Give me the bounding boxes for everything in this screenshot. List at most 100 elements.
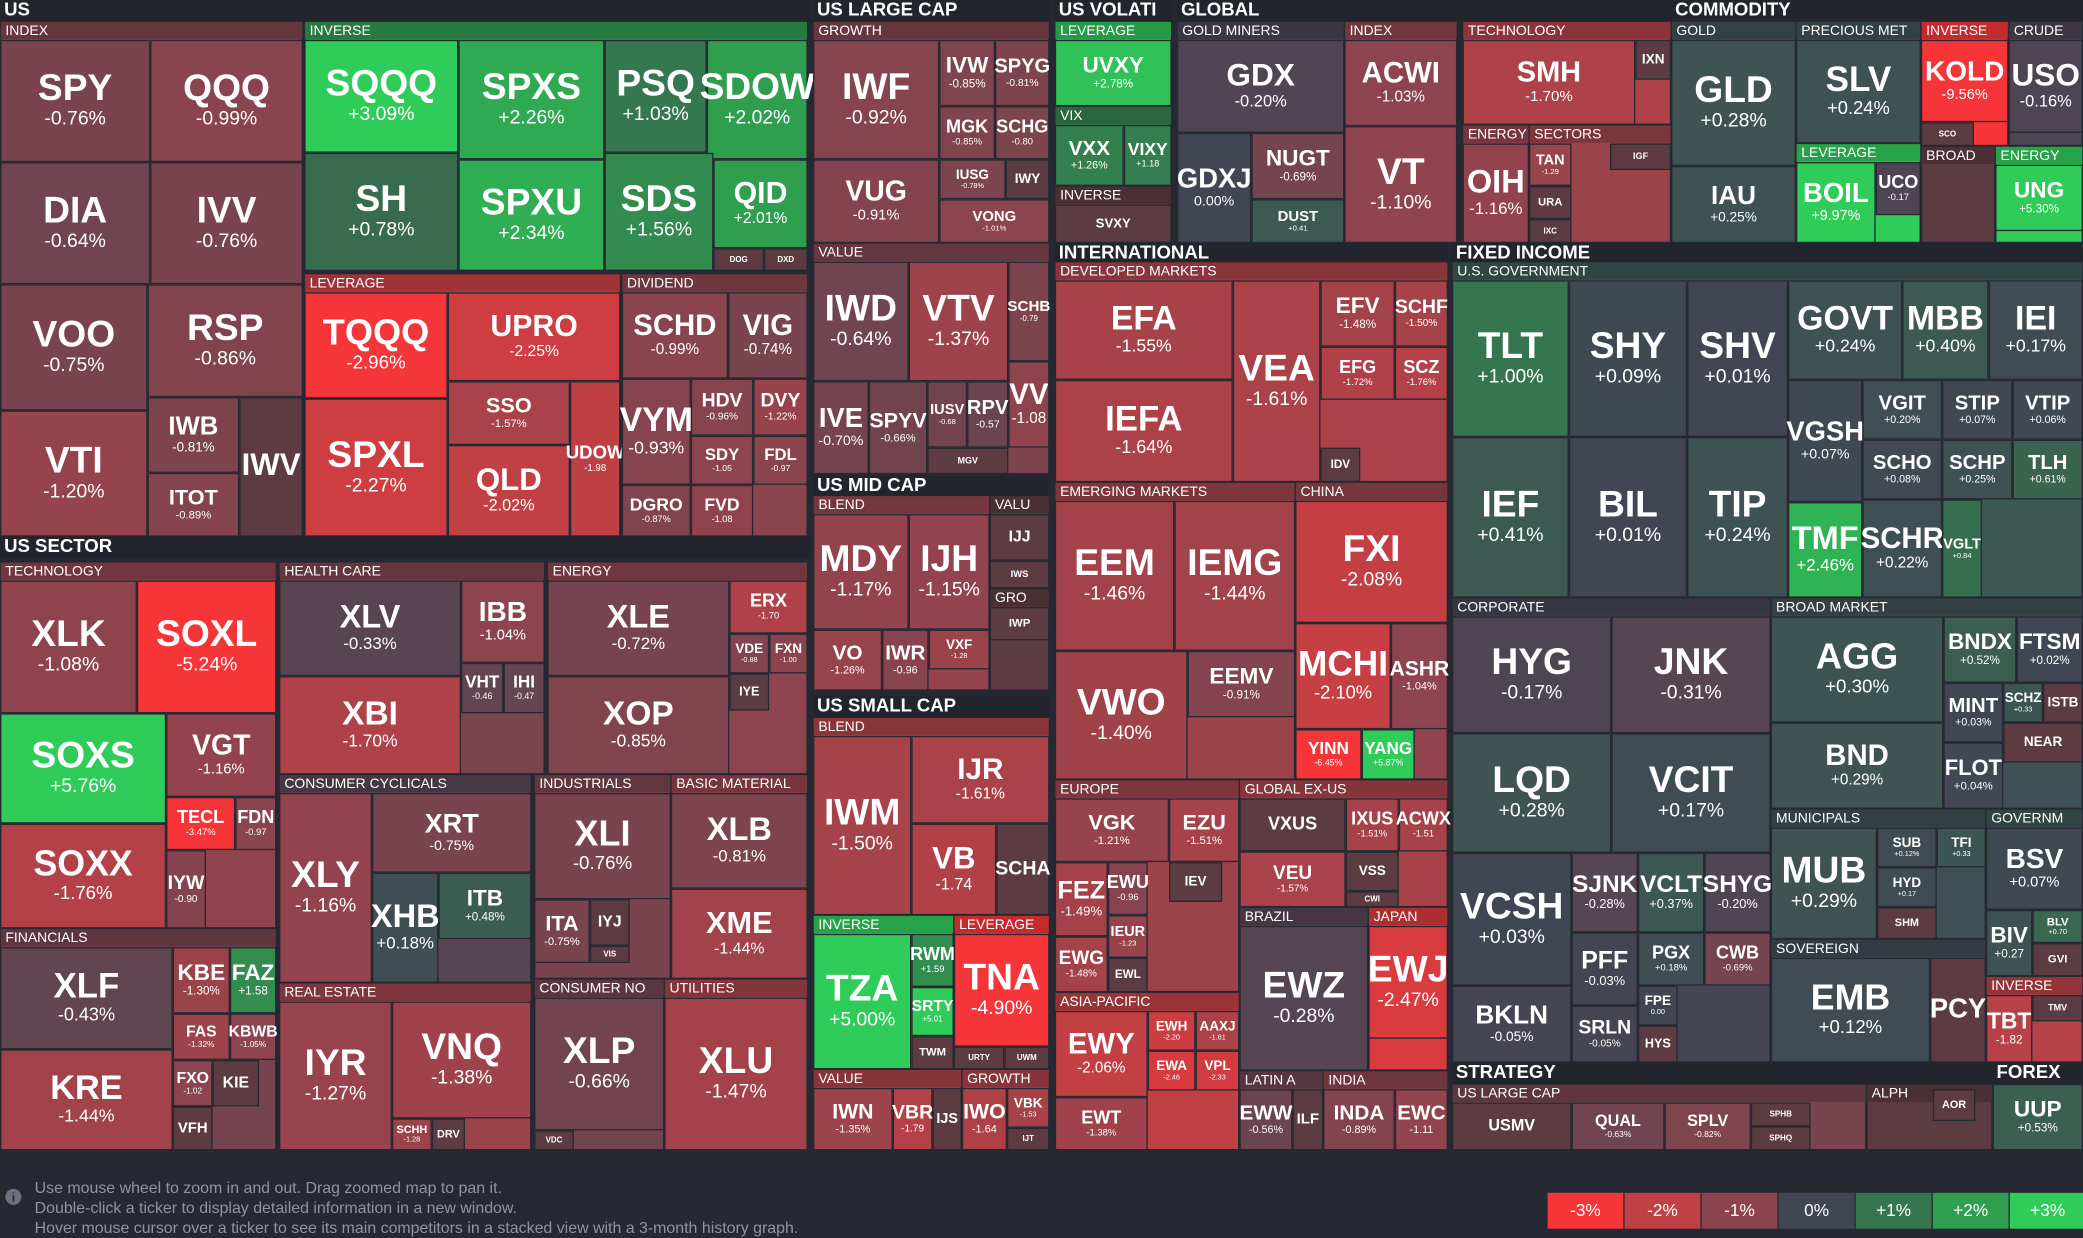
ticker-change[interactable]: -0.33% <box>343 634 396 653</box>
ticker-symbol[interactable]: GOVT <box>1797 299 1893 337</box>
ticker-symbol[interactable]: SOXS <box>31 734 134 776</box>
ticker-symbol[interactable]: VIXY <box>1128 139 1168 159</box>
ticker-symbol[interactable]: SDS <box>621 177 697 219</box>
ticker-tile[interactable] <box>813 381 869 475</box>
ticker-symbol[interactable]: TNA <box>963 955 1039 997</box>
ticker-tile[interactable] <box>1239 925 1369 1071</box>
ticker-symbol[interactable]: VGIT <box>1879 392 1927 414</box>
ticker-change[interactable]: +0.07% <box>1959 414 1996 426</box>
ticker-change[interactable]: +0.09% <box>1595 365 1661 387</box>
ticker-symbol[interactable]: ILF <box>1297 1111 1319 1128</box>
ticker-symbol[interactable]: VBK <box>1014 1095 1043 1110</box>
ticker-change[interactable]: -1.23 <box>1119 939 1136 948</box>
ticker-change[interactable]: +0.24% <box>1704 524 1770 546</box>
ticker-symbol[interactable]: VXUS <box>1268 814 1317 834</box>
ticker-change[interactable]: -0.28% <box>1273 1005 1334 1027</box>
ticker-tile[interactable] <box>664 997 808 1151</box>
ticker-tile[interactable] <box>1664 1102 1751 1151</box>
ticker-tile[interactable] <box>431 1118 466 1151</box>
ticker-change[interactable]: +2.34% <box>498 222 564 244</box>
ticker-symbol[interactable]: IVW <box>946 53 989 78</box>
ticker-symbol[interactable]: SRTY <box>912 998 954 1015</box>
ticker-symbol[interactable]: QQQ <box>183 66 270 108</box>
ticker-tile[interactable] <box>1054 650 1188 780</box>
ticker-symbol[interactable]: XLP <box>563 1029 635 1071</box>
ticker-tile[interactable] <box>589 899 630 946</box>
ticker-symbol[interactable]: IJH <box>920 537 978 579</box>
ticker-symbol[interactable]: TQQQ <box>323 312 429 353</box>
ticker-change[interactable]: -0.91% <box>1223 688 1260 701</box>
ticker-change[interactable]: -2.46 <box>1163 1072 1180 1081</box>
ticker-symbol[interactable]: VGLT <box>1943 536 1981 552</box>
ticker-change[interactable]: -0.87% <box>642 514 671 524</box>
ticker-change[interactable]: +1.00% <box>1477 365 1543 387</box>
ticker-tile[interactable] <box>813 261 909 382</box>
ticker-change[interactable]: +0.52% <box>1960 654 2000 667</box>
ticker-change[interactable]: -0.76% <box>196 230 257 252</box>
ticker-tile[interactable] <box>1571 1102 1665 1151</box>
ticker-tile[interactable] <box>279 580 462 677</box>
ticker-tile[interactable] <box>1528 185 1572 220</box>
ticker-change[interactable]: -0.86% <box>195 347 256 369</box>
ticker-symbol[interactable]: FVD <box>704 494 740 514</box>
ticker-symbol[interactable]: SDY <box>705 445 739 464</box>
ticker-tile[interactable] <box>1176 39 1345 133</box>
ticker-tile[interactable] <box>1637 985 1678 1026</box>
ticker-symbol[interactable]: EWZ <box>1263 963 1346 1005</box>
ticker-tile[interactable] <box>1054 936 1108 993</box>
ticker-change[interactable]: -1.70 <box>758 610 779 621</box>
ticker-symbol[interactable]: VHT <box>465 672 500 692</box>
ticker-symbol[interactable]: STIP <box>1955 392 2000 414</box>
ticker-symbol[interactable]: VCSH <box>1460 884 1563 926</box>
ticker-symbol[interactable]: FDN <box>237 807 274 827</box>
ticker-change[interactable]: -1.38% <box>1086 1126 1116 1137</box>
ticker-tile[interactable] <box>813 629 883 691</box>
ticker-tile[interactable] <box>713 248 764 271</box>
ticker-change[interactable]: -1.74 <box>935 875 972 893</box>
ticker-change[interactable]: -1.61 <box>1209 1032 1226 1041</box>
ticker-symbol[interactable]: VIG <box>743 309 794 342</box>
ticker-symbol[interactable]: BIL <box>1598 483 1658 525</box>
ticker-symbol[interactable]: MUB <box>1782 849 1867 891</box>
ticker-symbol[interactable]: IYJ <box>598 914 622 931</box>
ticker-change[interactable]: -1.21% <box>1094 835 1130 847</box>
ticker-tile[interactable] <box>1451 733 1612 853</box>
ticker-tile[interactable] <box>1568 280 1688 438</box>
ticker-tile[interactable] <box>1169 798 1240 863</box>
ticker-symbol[interactable]: TMV <box>2048 1003 2067 1013</box>
ticker-change[interactable]: -0.75% <box>43 354 104 376</box>
ticker-tile[interactable] <box>461 580 545 663</box>
ticker-change[interactable]: -0.78% <box>961 181 985 190</box>
ticker-tile[interactable] <box>1988 280 2083 380</box>
ticker-tile[interactable] <box>2008 39 2083 133</box>
ticker-tile[interactable] <box>1239 1089 1293 1151</box>
ticker-tile[interactable] <box>461 662 504 714</box>
ticker-change[interactable]: -1.05 <box>712 463 732 473</box>
ticker-tile[interactable] <box>1571 932 1638 1006</box>
ticker-tile[interactable] <box>147 397 240 473</box>
ticker-tile[interactable] <box>621 378 691 485</box>
ticker-tile[interactable] <box>589 945 630 964</box>
ticker-change[interactable]: -2.96% <box>346 351 405 372</box>
ticker-change[interactable]: -0.88 <box>741 655 758 664</box>
ticker-symbol[interactable]: VWO <box>1077 680 1166 722</box>
ticker-change[interactable]: -1.44% <box>1204 583 1265 605</box>
ticker-symbol[interactable]: SSO <box>486 393 532 418</box>
ticker-tile[interactable] <box>1637 1025 1678 1063</box>
ticker-change[interactable]: -3.47% <box>186 826 216 837</box>
ticker-symbol[interactable]: VT <box>1377 150 1425 192</box>
ticker-symbol[interactable]: TIP <box>1709 483 1767 525</box>
ticker-change[interactable]: -1.04% <box>1402 680 1437 692</box>
ticker-tile[interactable] <box>547 580 730 677</box>
ticker-symbol[interactable]: TLT <box>1478 324 1544 366</box>
ticker-symbol[interactable]: FAS <box>186 1023 217 1040</box>
ticker-symbol[interactable]: SPYV <box>869 408 927 432</box>
ticker-tile[interactable] <box>1006 1087 1050 1128</box>
ticker-symbol[interactable]: IEV <box>1185 874 1207 889</box>
ticker-symbol[interactable]: IYE <box>739 684 759 698</box>
ticker-symbol[interactable]: KBWB <box>229 1023 278 1040</box>
ticker-change[interactable]: -1.35% <box>835 1124 870 1136</box>
ticker-symbol[interactable]: UPRO <box>490 310 577 343</box>
ticker-tile[interactable] <box>2003 682 2044 723</box>
ticker-tile[interactable] <box>304 292 448 399</box>
